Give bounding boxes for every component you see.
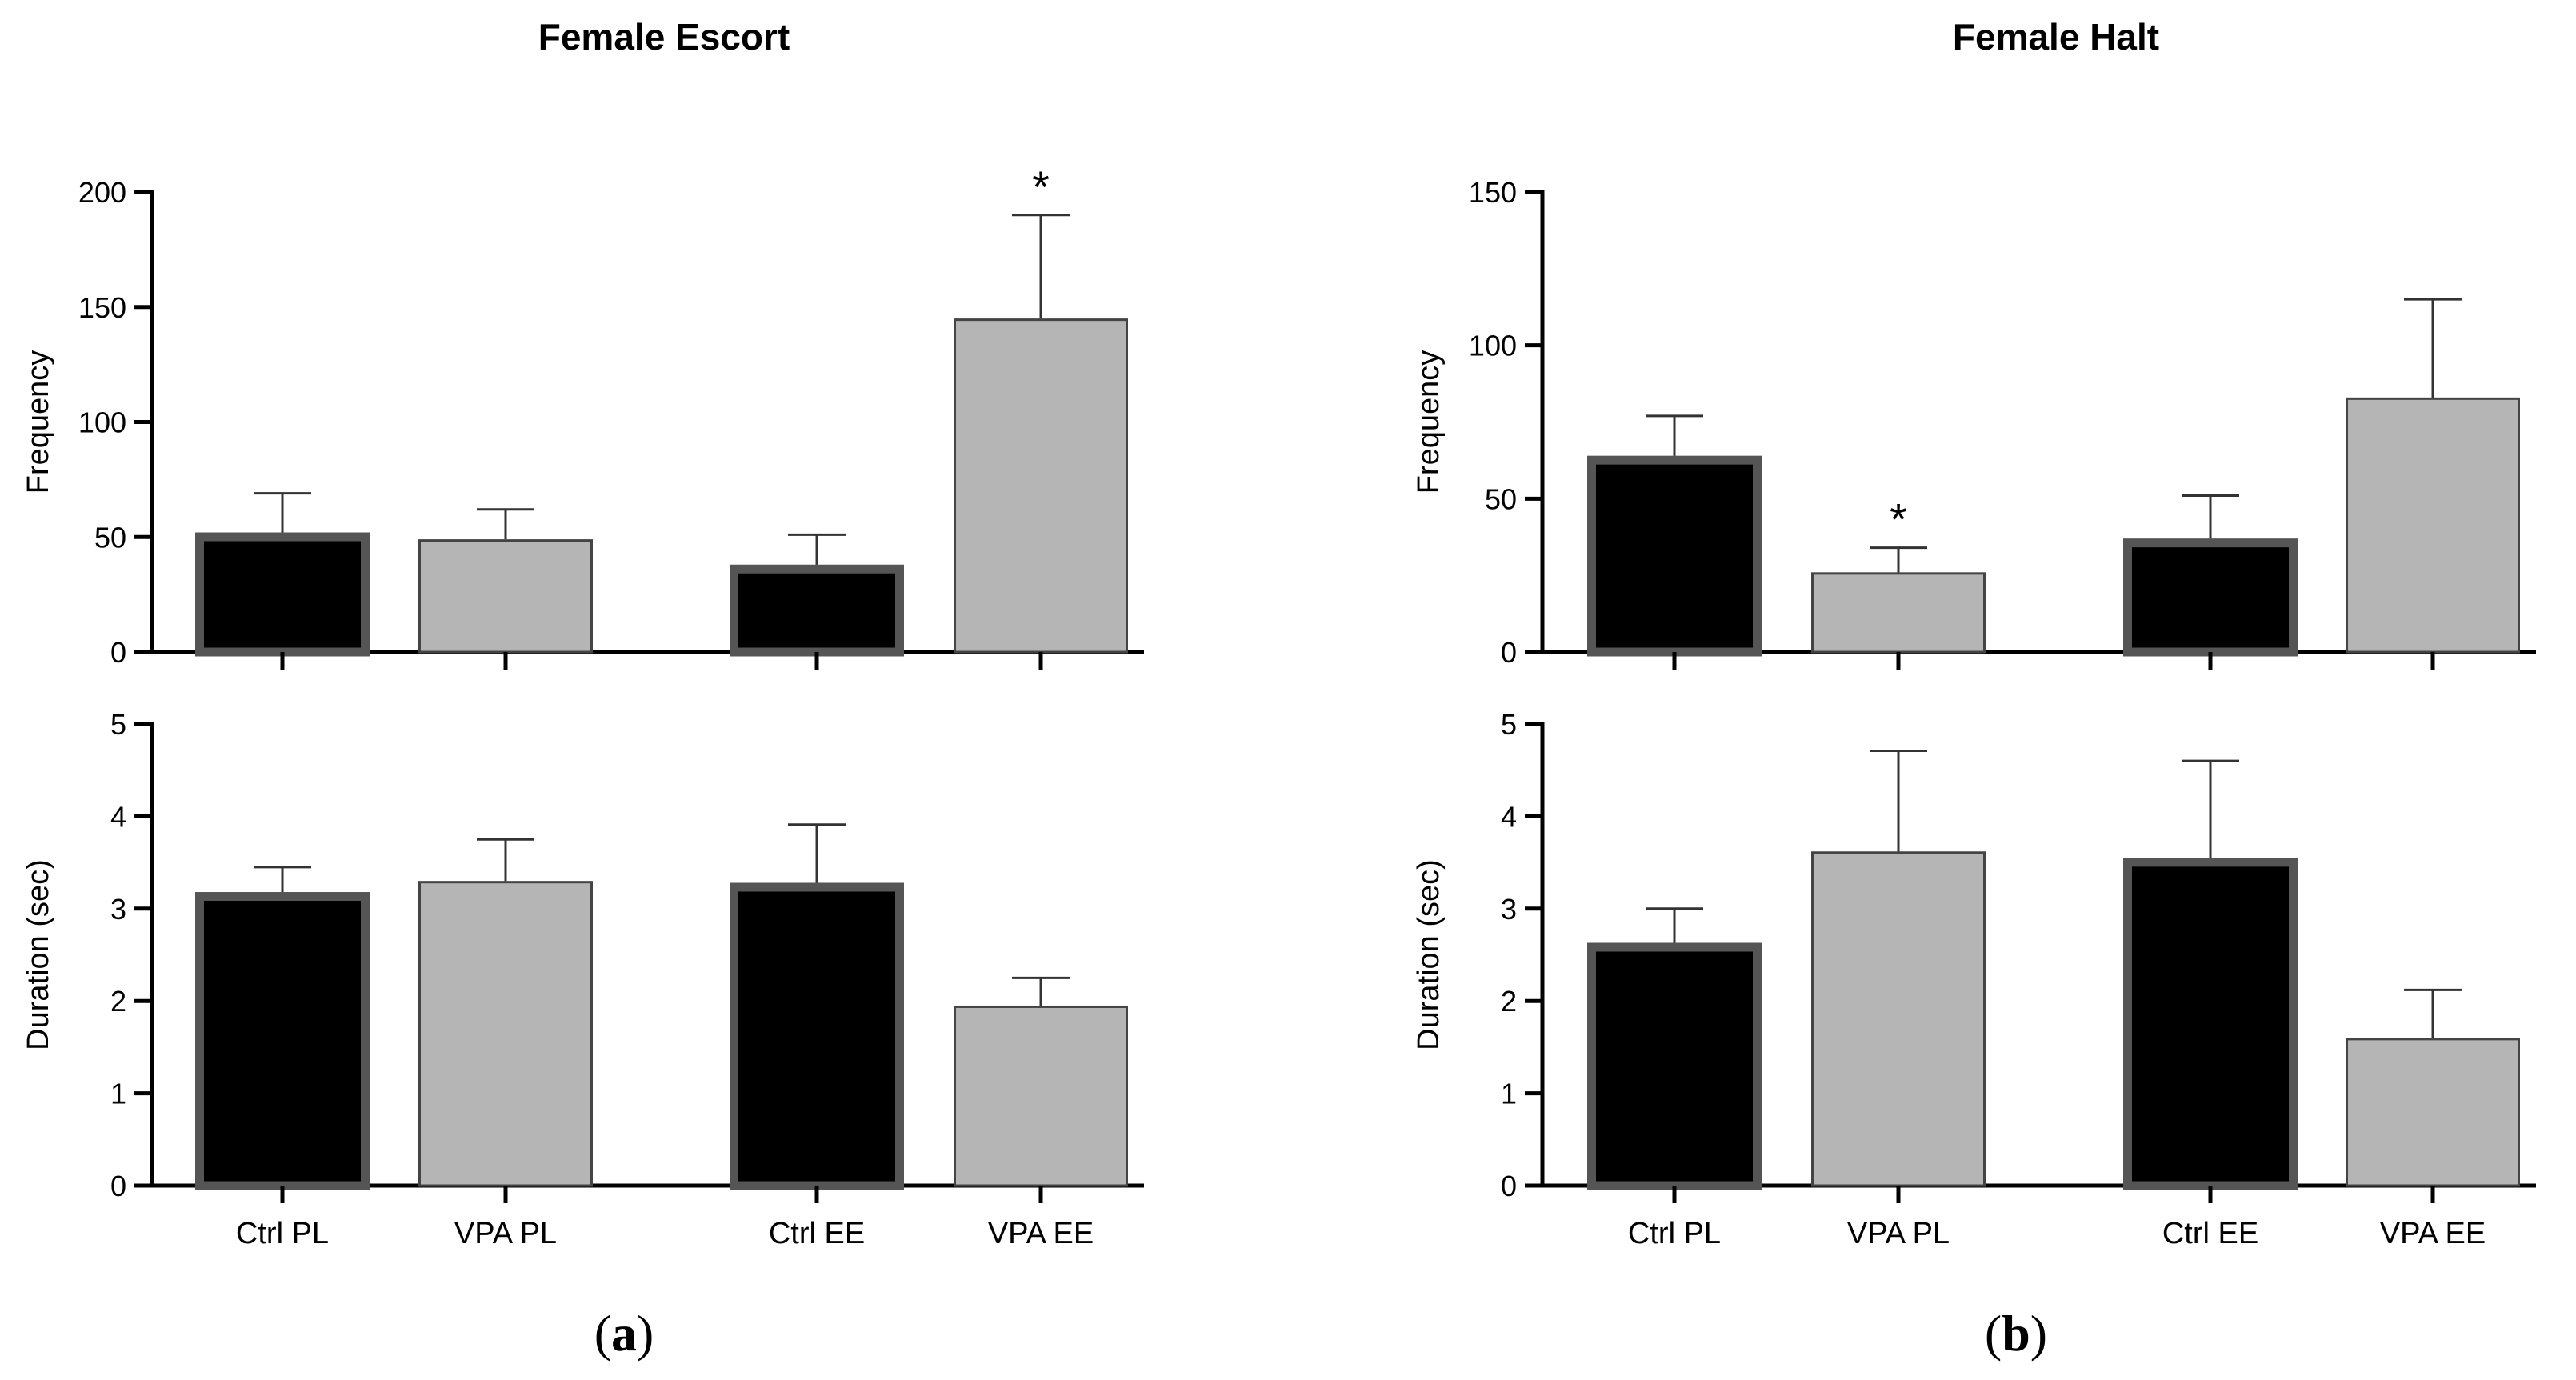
chart-3-x-tick-label: Ctrl PL [1628,1217,1721,1250]
chart-1-x-tick-label: Ctrl EE [769,1217,865,1250]
panel-b-label: (b) [1985,1305,2047,1362]
panel-a-letter: a [611,1305,637,1362]
chart-1-x-tick-label: Ctrl PL [236,1217,329,1250]
chart-3-y-tick-label: 1 [1501,1078,1517,1110]
chart-2-y-tick-label: 0 [1501,636,1517,669]
chart-2-y-tick-label: 150 [1469,176,1517,209]
chart-2-bar-vpa-ee [2346,397,2520,654]
chart-1-bar-vpa-pl [418,881,593,1187]
panel-b-title: Female Halt [1953,16,2159,58]
panel-a: Female Escort 0 50 100 150 200 Frequency * 0 1 2… [22,16,1144,1362]
chart-1-y-tick-label: 5 [110,708,126,741]
chart-3-y-axis-title: Duration (sec) [1412,859,1446,1050]
chart-3-x-tick-label: Ctrl EE [2162,1217,2258,1250]
chart-1-y-tick-label: 4 [110,800,126,833]
chart-2-bar-ctrl-pl [1587,455,1762,657]
chart-3-bar-ctrl-pl [1587,942,1762,1190]
panel-a-duration-chart: 0 1 2 3 4 5 Duration (sec) Ctrl PL VPA PL Ctrl EE… [22,708,1144,1250]
chart-2-y-tick-label: 100 [1469,330,1517,362]
chart-2-bar-ctrl-ee [2123,538,2298,657]
chart-0-y-tick-label: 0 [110,636,126,669]
chart-0-bar-vpa-pl [418,539,593,654]
chart-3-y-tick-label: 0 [1501,1170,1517,1202]
chart-3-bar-ctrl-ee [2123,858,2298,1190]
chart-0-y-axis-title: Frequency [22,350,55,494]
panel-a-label: (a) [594,1305,654,1362]
chart-2-y-tick-label: 50 [1485,482,1517,515]
chart-1-bar-vpa-ee [954,1005,1128,1187]
panel-b-duration-chart: 0 1 2 3 4 5 Duration (sec) Ctrl PL VPA PL Ctrl EE… [1412,708,2536,1250]
chart-0-y-tick-label: 150 [78,291,126,324]
panel-a-title: Female Escort [538,16,790,58]
chart-0-y-tick-label: 100 [78,406,126,439]
chart-3-x-tick-label: VPA PL [1847,1217,1950,1250]
chart-0-y-tick-label: 200 [78,176,126,209]
chart-2-significance-marker: * [1890,494,1907,545]
panel-b: Female Halt 0 50 100 150 Frequency * 0 1 2 3 4 5 Du… [1412,16,2536,1362]
chart-3-x-tick-label: VPA EE [2380,1217,2486,1250]
chart-3-y-tick-label: 3 [1501,893,1517,926]
chart-0-bar-ctrl-ee [730,564,904,657]
panel-b-frequency-chart: 0 50 100 150 Frequency * [1412,176,2536,670]
chart-3-y-tick-label: 2 [1501,985,1517,1018]
chart-0-y-tick-label: 50 [94,521,126,554]
chart-1-x-tick-label: VPA EE [988,1217,1094,1250]
chart-1-bar-ctrl-ee [730,882,904,1190]
chart-0-bar-ctrl-pl [195,532,370,657]
chart-3-y-tick-label: 4 [1501,800,1517,833]
chart-1-y-axis-title: Duration (sec) [22,859,55,1050]
chart-3-bar-vpa-pl [1811,851,1986,1187]
panel-b-letter: b [2002,1305,2030,1362]
chart-3-bar-vpa-ee [2346,1038,2520,1187]
chart-0-significance-marker: * [1032,162,1050,212]
chart-1-y-tick-label: 0 [110,1170,126,1202]
chart-1-y-tick-label: 2 [110,985,126,1018]
chart-2-y-axis-title: Frequency [1412,350,1446,494]
chart-3-y-tick-label: 5 [1501,708,1517,741]
chart-1-x-tick-label: VPA PL [454,1217,557,1250]
chart-2-bar-vpa-pl [1811,572,1986,654]
chart-1-y-tick-label: 3 [110,893,126,926]
chart-1-bar-ctrl-pl [195,892,370,1190]
panel-a-frequency-chart: 0 50 100 150 200 Frequency * [22,162,1144,670]
chart-1-y-tick-label: 1 [110,1078,126,1110]
chart-0-bar-vpa-ee [954,318,1128,654]
